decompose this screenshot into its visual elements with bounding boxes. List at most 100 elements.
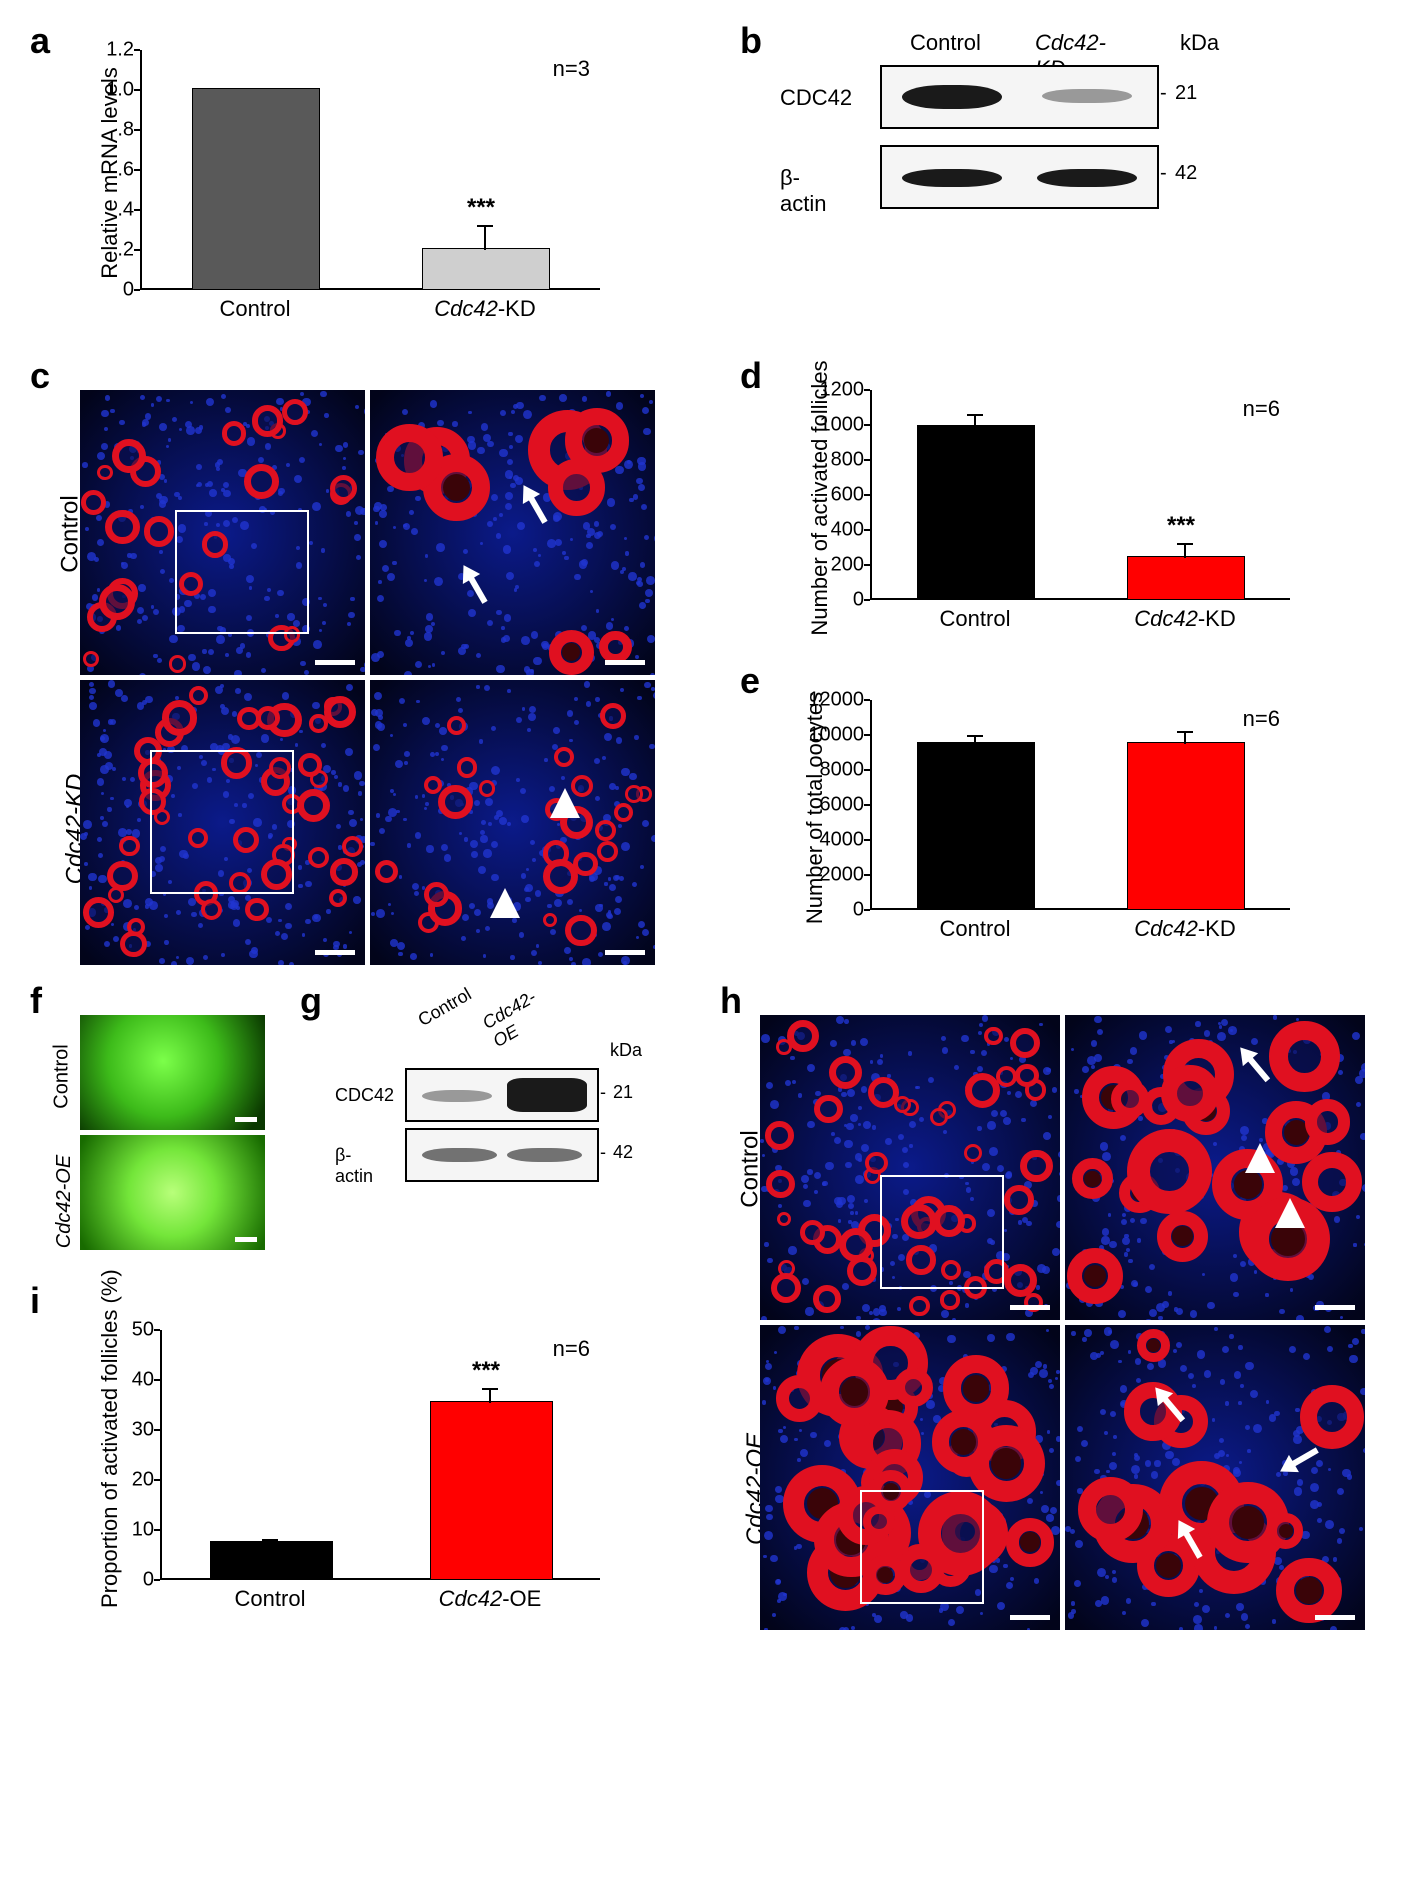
ytick-label: 1000: [820, 414, 871, 437]
follicle: [252, 405, 283, 436]
blot-b-band: [1042, 89, 1132, 103]
arrow-icon: [450, 560, 500, 610]
follicle: [599, 631, 632, 664]
blot-g-kda1: 42: [613, 1142, 633, 1163]
follicle: [868, 1077, 899, 1108]
follicle: [595, 820, 616, 841]
follicle: [424, 776, 442, 794]
micro-c-tile: [80, 680, 365, 965]
follicle: [766, 1170, 794, 1198]
micro-f-oe: [80, 1135, 265, 1250]
follicle: [1127, 1129, 1212, 1214]
follicle: [813, 1285, 841, 1313]
scalebar: [235, 1237, 257, 1242]
follicle: [1004, 1185, 1033, 1214]
ytick-label: 2000: [820, 864, 871, 887]
follicle: [169, 655, 187, 673]
follicle: [964, 1144, 982, 1162]
follicle: [119, 836, 140, 857]
scalebar: [1010, 1305, 1050, 1310]
scalebar: [315, 660, 355, 665]
follicle: [1020, 1150, 1052, 1182]
dash: -: [600, 1082, 606, 1103]
chart-d: Number of activated follicles 0200400600…: [870, 390, 1290, 600]
panel-label-b: b: [740, 20, 762, 62]
micro-h-tile: [760, 1015, 1060, 1320]
follicle: [847, 1256, 877, 1286]
scalebar: [235, 1117, 257, 1122]
n-text: n=6: [1243, 396, 1280, 422]
arrow-icon: [1145, 1380, 1195, 1430]
follicle: [1010, 1028, 1040, 1058]
follicle: [144, 516, 174, 546]
follicle: [800, 1220, 825, 1245]
significance-marker: ***: [1167, 512, 1195, 540]
follicle: [1111, 1080, 1149, 1118]
blot-band: [422, 1148, 497, 1162]
blot-g-row0-box: [405, 1068, 599, 1122]
follicle: [308, 847, 329, 868]
bar: [917, 425, 1035, 600]
follicle: [424, 882, 449, 907]
blot-g-row0: CDC42: [335, 1085, 394, 1106]
bar: [430, 1401, 553, 1581]
arrow-icon: [1275, 1435, 1325, 1485]
follicle: [829, 1056, 862, 1089]
follicle: [776, 1039, 792, 1055]
panel-label-h: h: [720, 980, 742, 1022]
follicle: [298, 753, 322, 777]
follicle: [127, 918, 145, 936]
blot-band: [507, 1078, 587, 1112]
significance-marker: ***: [472, 1357, 500, 1385]
panel-label-d: d: [740, 355, 762, 397]
follicle: [222, 421, 247, 446]
scalebar: [1010, 1615, 1050, 1620]
follicle: [600, 703, 626, 729]
blot-band: [507, 1148, 582, 1162]
blot-b-dash: -: [1160, 162, 1167, 185]
ytick-label: 6000: [820, 794, 871, 817]
follicle: [1078, 1477, 1143, 1542]
bar: [192, 88, 321, 290]
blot-band: [422, 1090, 492, 1102]
selection-box: [860, 1490, 984, 1604]
xlabel: Cdc42-KD: [1080, 910, 1290, 942]
scalebar: [1315, 1305, 1355, 1310]
panel-label-e: e: [740, 660, 760, 702]
blot-b-kda1: 42: [1175, 162, 1197, 185]
blot-b-row1-box: [880, 145, 1159, 209]
xlabel: Cdc42-KD: [370, 290, 600, 322]
micro-c-tile: [80, 390, 365, 675]
n-text: n=6: [1243, 706, 1280, 732]
micro-c-tile: [370, 390, 655, 675]
panel-label-c: c: [30, 355, 50, 397]
follicle: [565, 915, 597, 947]
n-text: n=3: [553, 56, 590, 82]
ytick-label: 8000: [820, 759, 871, 782]
xlabel: Control: [870, 600, 1080, 632]
blot-b-hdr-0: Control: [910, 30, 981, 56]
follicle: [625, 785, 643, 803]
micro-f-ctrl: [80, 1015, 265, 1130]
blot-g-hdr0: Control: [415, 984, 476, 1031]
blot-g-row1-box: [405, 1128, 599, 1182]
arrowhead-icon: [540, 780, 590, 830]
follicle: [105, 510, 140, 545]
arrow-icon: [510, 480, 560, 530]
follicle: [597, 841, 618, 862]
follicle: [930, 1108, 948, 1126]
scalebar: [1315, 1615, 1355, 1620]
follicle: [162, 700, 198, 736]
chart-i: Proportion of activated follicles (%) 01…: [160, 1330, 600, 1580]
xlabel: Control: [160, 1580, 380, 1612]
micro-f-row1-label: Cdc42-OE: [53, 1155, 76, 1248]
scalebar: [605, 950, 645, 955]
ytick-label: 4000: [820, 829, 871, 852]
follicle: [765, 1121, 794, 1150]
follicle: [245, 898, 268, 921]
micro-h-tile: [760, 1325, 1060, 1630]
chart-e: Number of total oocytes 0200040006000800…: [870, 700, 1290, 910]
follicle: [83, 651, 99, 667]
follicle: [447, 716, 466, 735]
blot-b-band: [1037, 169, 1137, 187]
